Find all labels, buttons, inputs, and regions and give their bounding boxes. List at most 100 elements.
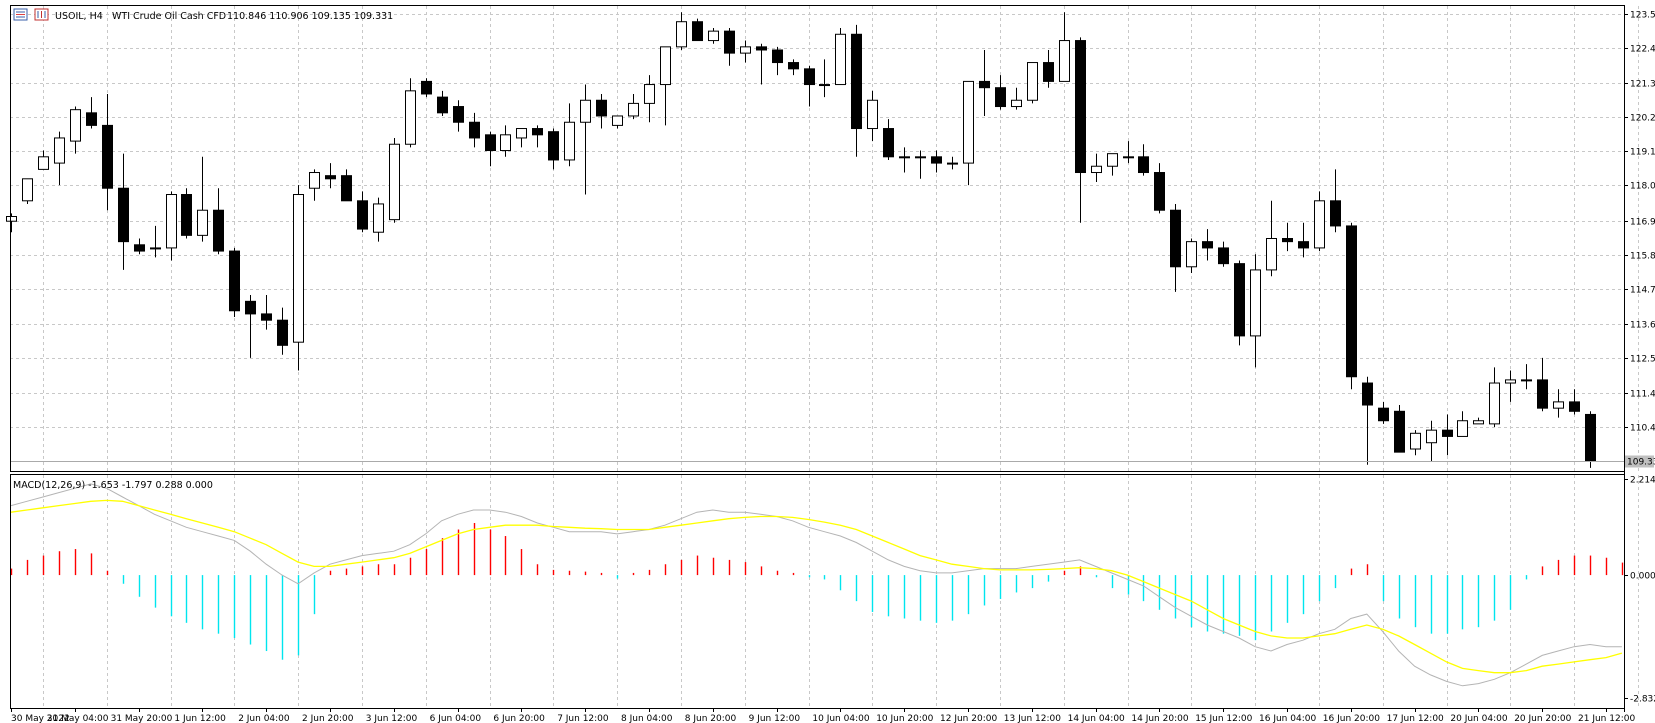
current-price-label: 109.331: [1627, 458, 1655, 468]
candle: [1043, 49, 1054, 88]
candle: [516, 128, 527, 148]
candle-body: [931, 156, 942, 164]
candle-body: [1250, 269, 1261, 337]
candle: [1378, 401, 1389, 424]
candle-body: [293, 194, 304, 343]
time-axis-label: 31 May 04:00: [47, 714, 109, 723]
header-ohlc: 110.846 110.906 109.135 109.331: [227, 11, 393, 22]
grid-lines: [10, 6, 1639, 708]
candle-body: [612, 115, 623, 126]
time-axis-label: 1 Jun 12:00: [174, 714, 226, 723]
candle-body: [995, 87, 1006, 108]
candle-body: [277, 319, 288, 346]
candle: [1107, 153, 1118, 176]
candle-body: [804, 68, 815, 86]
candle: [373, 197, 384, 242]
candle-body: [485, 134, 496, 152]
candle: [1218, 241, 1229, 267]
candle-body: [1457, 420, 1468, 437]
candle: [1362, 376, 1373, 465]
candle: [437, 90, 448, 116]
candle-body: [102, 124, 113, 189]
candle: [931, 150, 942, 173]
candle-body: [1378, 407, 1389, 422]
candle-body: [261, 313, 272, 321]
candle-body: [1011, 99, 1022, 108]
time-axis-label: 20 Jun 20:00: [1514, 714, 1571, 723]
candle: [485, 131, 496, 167]
candle-body: [1138, 156, 1149, 174]
candle-body: [1107, 153, 1118, 167]
candle-body: [548, 131, 559, 161]
candle-body: [867, 99, 878, 130]
candle: [118, 153, 129, 270]
candle-body: [883, 128, 894, 158]
price-axis-label: 122.455: [1630, 45, 1655, 55]
macd-axis-label: -2.832: [1630, 695, 1655, 705]
candle: [421, 78, 432, 98]
candle: [134, 238, 145, 255]
candle-body: [1473, 420, 1484, 425]
time-axis-label: 3 Jun 12:00: [366, 714, 418, 723]
candle: [245, 295, 256, 358]
candle: [548, 128, 559, 170]
candle-body: [692, 21, 703, 42]
candle-body: [6, 216, 17, 222]
candle-body: [54, 137, 65, 164]
candle-body: [1059, 40, 1070, 82]
candle-body: [38, 156, 49, 170]
candle: [1154, 163, 1165, 214]
candle-body: [1505, 379, 1516, 384]
candle-body: [150, 247, 161, 250]
time-axis-label: 8 Jun 20:00: [685, 714, 737, 723]
candle-body: [1298, 241, 1309, 249]
candle-body: [500, 134, 511, 152]
candle: [102, 93, 113, 211]
candle-body: [197, 209, 208, 236]
candle: [963, 80, 974, 186]
candle-body: [1314, 200, 1325, 249]
chart-type-icon[interactable]: [34, 8, 49, 21]
symbol-menu-icon[interactable]: [13, 8, 28, 21]
candle-body: [1442, 429, 1453, 437]
candle: [293, 185, 304, 371]
time-axis-label: 31 May 20:00: [111, 714, 173, 723]
candle-body: [580, 99, 591, 123]
candle-body: [596, 99, 607, 117]
candle-body: [469, 121, 480, 139]
price-axis-label: 112.590: [1630, 355, 1655, 365]
candle: [1314, 191, 1325, 252]
time-axis-label: 14 Jun 20:00: [1131, 714, 1188, 723]
candle: [469, 112, 480, 148]
time-axis-label: 7 Jun 12:00: [557, 714, 609, 723]
macd-line: [10, 483, 1622, 687]
candle: [851, 24, 862, 157]
candle: [676, 12, 687, 50]
price-axis-label: 119.185: [1630, 148, 1655, 158]
candle: [724, 27, 735, 66]
candle: [1011, 87, 1022, 110]
candle: [357, 191, 368, 233]
candle: [532, 125, 543, 148]
time-axis-label: 21 Jun 12:00: [1578, 714, 1635, 723]
candle-body: [70, 109, 81, 142]
candle-body: [389, 143, 400, 221]
candle-body: [1346, 225, 1357, 378]
candle: [229, 247, 240, 318]
candle: [1569, 389, 1580, 415]
candle-body: [229, 250, 240, 312]
candle: [628, 93, 639, 120]
candle: [1202, 229, 1213, 261]
candle: [54, 131, 65, 186]
price-axis-label: 110.405: [1630, 424, 1655, 434]
main-pane-frame: [10, 5, 1625, 472]
price-axis-label: 118.095: [1630, 182, 1655, 192]
candle-body: [181, 194, 192, 236]
candle: [692, 18, 703, 42]
candle: [979, 49, 990, 116]
candle-body: [564, 121, 575, 161]
candle: [612, 115, 623, 129]
candle: [899, 147, 910, 173]
candle-body: [118, 187, 129, 243]
